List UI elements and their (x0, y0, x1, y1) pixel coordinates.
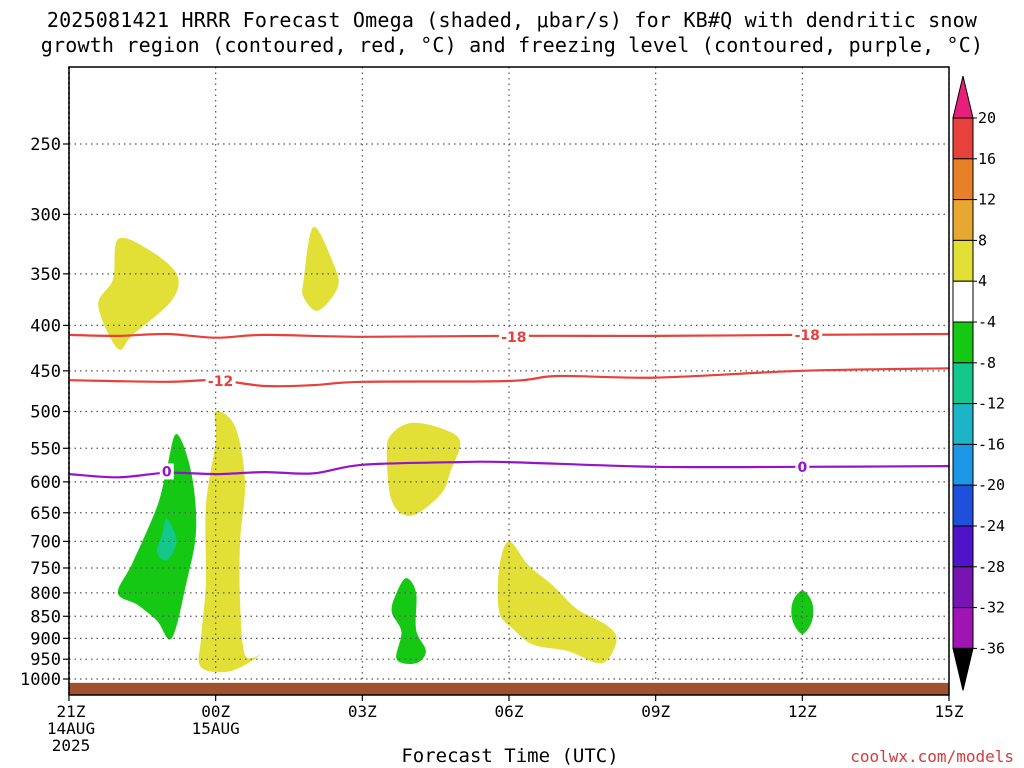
chart-title-line-2: growth region (contoured, red, °C) and f… (40, 33, 984, 57)
contour-label-bg (498, 328, 529, 345)
contour-label-bg (795, 458, 810, 475)
y-tick-label: 600 (30, 473, 61, 493)
omega-region-8 (391, 578, 426, 664)
y-tick-label: 800 (30, 584, 61, 604)
contour-lines: -18 -18 -12 0 0 (68, 326, 950, 480)
colorbar-segment (952, 566, 974, 609)
x-tick-label: 09Z (641, 702, 670, 721)
contour-line--18 (68, 332, 950, 339)
chart-title: 2025081421 HRRR Forecast Omega (shaded, … (0, 8, 1024, 58)
colorbar-label: -32 (978, 599, 1005, 617)
x-tick-label: 12Z (788, 702, 817, 721)
x-tick-label: 2025 (52, 736, 91, 755)
y-tick-label: 950 (30, 650, 61, 670)
y-tick-label: 650 (30, 504, 61, 524)
colorbar-segment (952, 321, 974, 364)
colorbar-label: -24 (978, 517, 1005, 535)
x-tick-label: 15Z (935, 702, 964, 721)
colorbar-segment (952, 280, 974, 323)
colorbar-segment (952, 443, 974, 486)
contour-label: 0 (797, 460, 807, 476)
x-tick-label: 14AUG (47, 719, 95, 738)
omega-region-3 (386, 422, 461, 516)
colorbar-label: 20 (978, 109, 996, 127)
colorbar-label: -16 (978, 435, 1005, 453)
contour-label: -12 (208, 374, 233, 390)
y-tick-label: 300 (30, 205, 61, 225)
x-tick-label: 06Z (495, 702, 524, 721)
contour-label: 0 (162, 464, 172, 480)
colorbar-label: 12 (978, 191, 996, 209)
colorbar-segment (952, 607, 974, 649)
chart-title-line-1: 2025081421 HRRR Forecast Omega (shaded, … (46, 8, 978, 32)
omega-region-7 (156, 518, 177, 561)
omega-region-1 (98, 237, 179, 351)
omega-region-6 (117, 433, 197, 640)
colorbar-label: -20 (978, 476, 1005, 494)
credit-text: coolwx.com/models (850, 747, 1014, 766)
colorbar-segment (952, 484, 974, 527)
y-tick-label: 350 (30, 265, 61, 285)
colorbar-segment (952, 525, 974, 568)
ground-fill (69, 682, 949, 695)
x-tick-label: 03Z (348, 702, 377, 721)
colorbar-label: 8 (978, 231, 987, 249)
omega-region-5 (497, 541, 617, 664)
colorbar-label: -8 (978, 354, 996, 372)
y-tick-label: 550 (30, 439, 61, 459)
contour-label: -18 (795, 328, 820, 344)
ground-surface (69, 682, 949, 695)
y-tick-label: 400 (30, 316, 61, 336)
y-axis-tick-labels: 2503003504004505005506006507007508008509… (20, 135, 69, 690)
y-tick-label: 700 (30, 532, 61, 552)
colorbar-segment (952, 239, 974, 282)
colorbar-label: -4 (978, 313, 996, 331)
x-tick-label: 00Z (201, 702, 230, 721)
colorbar-label: -36 (978, 639, 1005, 657)
omega-shaded-regions (98, 226, 814, 673)
x-tick-label: 15AUG (192, 719, 240, 738)
y-tick-label: 850 (30, 607, 61, 627)
y-tick-label: 450 (30, 362, 61, 382)
colorbar-bottom-arrow (952, 647, 974, 691)
colorbar-segment (952, 117, 974, 160)
contour-label-bg (159, 463, 174, 480)
colorbar-segment (952, 362, 974, 405)
omega-region-2 (302, 226, 339, 311)
y-tick-label: 900 (30, 629, 61, 649)
colorbar-label: -12 (978, 395, 1005, 413)
x-axis-label: Forecast Time (UTC) (401, 745, 619, 767)
colorbar-segment (952, 158, 974, 201)
y-tick-label: 1000 (20, 670, 61, 690)
colorbar-label: 4 (978, 272, 987, 290)
y-tick-label: 500 (30, 403, 61, 423)
colorbar-label: -28 (978, 558, 1005, 576)
contour-label-bg (205, 372, 236, 389)
y-tick-label: 250 (30, 135, 61, 155)
contour-label-bg (792, 326, 823, 343)
colorbar-segment (952, 403, 974, 445)
contour-label: -18 (501, 330, 526, 346)
colorbar-top-arrow (952, 75, 974, 119)
y-tick-label: 750 (30, 559, 61, 579)
colorbar-segment (952, 199, 974, 241)
colorbar-label: 16 (978, 150, 996, 168)
x-tick-label: 21Z (57, 702, 86, 721)
colorbar: 20 16 12 8 4 -4 -8 -12 -16 -20 -24 -28 -32 -36 (952, 75, 1005, 691)
